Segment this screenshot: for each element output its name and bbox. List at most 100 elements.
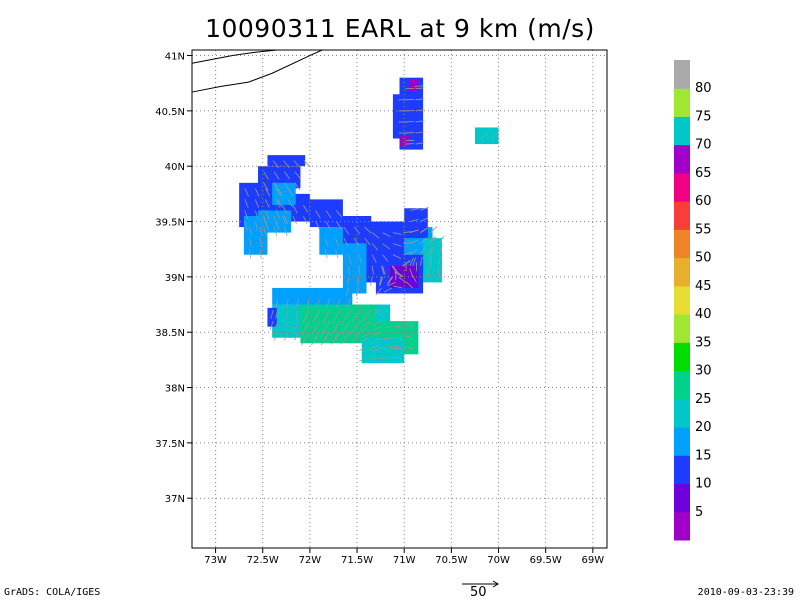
wind-vector (282, 204, 287, 214)
wind-vector (373, 309, 382, 315)
wind-speed-patch (319, 227, 343, 255)
reference-vector-arrow (460, 574, 504, 593)
wind-vector (357, 276, 360, 286)
wind-vector (387, 282, 396, 287)
wind-vector (254, 210, 259, 220)
wind-vector (409, 219, 419, 222)
wind-vector (382, 232, 391, 238)
colorbar-swatch (674, 285, 690, 315)
wind-vector (398, 276, 407, 283)
colorbar-swatch (674, 455, 690, 485)
wind-vector (275, 199, 281, 208)
colorbar-swatch (674, 342, 690, 372)
wind-vector (420, 227, 429, 233)
wind-vector (275, 210, 280, 219)
wind-vector (334, 249, 339, 258)
wind-vector (287, 188, 294, 197)
wind-vector (358, 265, 361, 275)
wind-vector (315, 221, 320, 230)
colorbar-swatch (674, 144, 690, 174)
wind-vector (324, 249, 328, 259)
wind-vector (420, 217, 429, 222)
x-tick-label: 73W (204, 555, 227, 566)
x-tick-label: 72W (299, 555, 322, 566)
wind-vector (343, 237, 349, 247)
wind-vector (287, 199, 293, 208)
wind-vector (284, 320, 289, 330)
wind-vector (326, 298, 331, 308)
wind-vector (347, 276, 349, 286)
wind-vector (359, 357, 368, 362)
wind-vector (364, 226, 372, 234)
wind-vector (415, 98, 425, 101)
wind-speed-patch (258, 166, 301, 189)
wind-vector (272, 160, 279, 169)
wind-vector (393, 325, 403, 328)
wind-speed-patch (272, 287, 353, 305)
reference-vector-label: 50 (470, 585, 487, 600)
wind-vector (259, 249, 262, 259)
wind-vector (311, 326, 317, 335)
wind-vector (430, 256, 433, 266)
y-tick-label: 41N (165, 52, 185, 63)
wind-vector (342, 315, 348, 324)
colorbar-swatch (674, 172, 690, 202)
wind-vector (340, 337, 348, 345)
wind-vector (381, 265, 385, 275)
wind-vector (316, 298, 320, 308)
wind-vector (311, 337, 317, 346)
colorbar-swatch (674, 60, 690, 89)
wind-vector (345, 287, 349, 297)
wind-vector (392, 232, 402, 235)
wind-vector (403, 323, 413, 328)
colorbar-swatch (674, 229, 690, 259)
wind-vector (325, 221, 331, 230)
wind-vector (371, 232, 380, 239)
wind-vector (284, 215, 289, 225)
wind-vector (244, 199, 249, 208)
wind-vector (263, 215, 268, 225)
colorbar-label: 80 (695, 81, 712, 96)
wind-vector (369, 357, 378, 361)
colorbar-label: 65 (695, 166, 712, 181)
wind-vector (294, 332, 299, 341)
colorbar-label: 70 (695, 138, 712, 153)
wind-vector (364, 237, 371, 246)
wind-vector (293, 160, 301, 168)
wind-vector (403, 231, 413, 233)
wind-vector (373, 326, 382, 331)
wind-vector (383, 287, 393, 293)
wind-vector (426, 267, 430, 277)
colorbar-label: 55 (695, 222, 712, 237)
colorbar-label: 25 (695, 392, 712, 407)
wind-vector (419, 237, 428, 244)
y-tick-label: 38.5N (155, 328, 185, 339)
wind-vector (403, 335, 413, 339)
wind-vector (419, 247, 426, 255)
wind-speed-patch (399, 135, 409, 147)
wind-vector (249, 249, 252, 259)
wind-vector (334, 237, 340, 247)
wind-vector (324, 237, 329, 247)
wind-vector (379, 346, 389, 349)
wind-vector (372, 337, 382, 341)
chart-title: 10090311 EARL at 9 km (m/s) (205, 14, 595, 43)
wind-speed-patch (361, 337, 405, 364)
wind-vector (332, 315, 338, 324)
wind-vector (372, 348, 382, 352)
timestamp: 2010-09-03-23:39 (697, 587, 794, 598)
x-tick-label: 71W (393, 555, 416, 566)
wind-vector (284, 226, 288, 236)
wind-vector (296, 298, 299, 308)
wind-vector (273, 215, 278, 225)
wind-vector (302, 315, 307, 325)
wind-vector (420, 206, 429, 211)
wind-vector (358, 254, 363, 264)
wind-vector (263, 226, 267, 236)
wind-vector (403, 346, 413, 350)
wind-vector (438, 235, 445, 244)
wind-vector (345, 309, 351, 318)
wind-vector (363, 320, 372, 327)
coastline (191, 49, 277, 64)
colorbar-swatch (674, 483, 690, 513)
